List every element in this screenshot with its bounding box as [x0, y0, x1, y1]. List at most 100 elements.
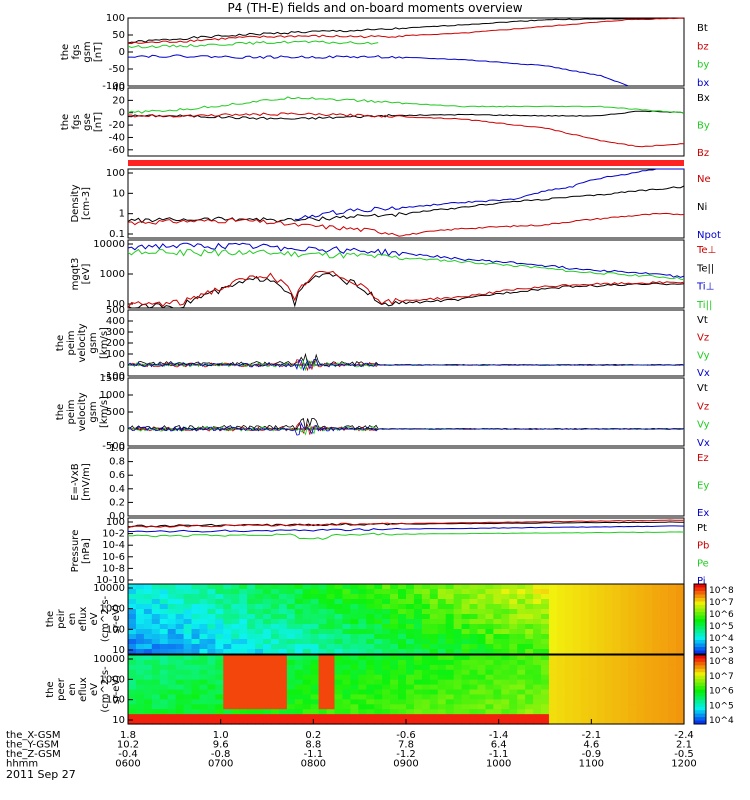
- heatmap-cell: [556, 594, 566, 600]
- heatmap-cell: [588, 699, 598, 705]
- heatmap-cell: [572, 634, 582, 640]
- heatmap-cell: [580, 655, 590, 661]
- heatmap-cell: [270, 699, 280, 705]
- heatmap-cell: [183, 614, 193, 620]
- heatmap-cell: [167, 699, 177, 705]
- heatmap-cell: [652, 664, 661, 671]
- heatmap-cell: [429, 669, 439, 676]
- heatmap-cell: [191, 639, 201, 645]
- heatmap-cell: [541, 674, 550, 681]
- heatmap-cell: [310, 599, 320, 605]
- heatmap-cell: [477, 694, 487, 700]
- heatmap-cell: [342, 694, 351, 700]
- heatmap-cell: [374, 584, 383, 590]
- heatmap-cell: [128, 694, 137, 700]
- heatmap-cell: [270, 684, 280, 691]
- heatmap-cell: [128, 634, 137, 640]
- heatmap-cell: [620, 624, 629, 630]
- y-tick-label: 0.2: [109, 497, 125, 508]
- y-axis-label: the: [45, 611, 56, 627]
- heatmap-cell: [525, 659, 534, 666]
- heatmap-cell: [286, 655, 296, 661]
- heatmap-cell: [191, 614, 201, 620]
- heatmap-cell: [366, 674, 375, 681]
- y-axis-label: Pressure: [70, 530, 81, 573]
- heatmap-cell: [580, 634, 590, 640]
- heatmap-cell: [199, 604, 209, 610]
- heatmap-cell: [310, 669, 320, 676]
- heatmap-cell: [413, 649, 423, 655]
- heatmap-cell: [469, 599, 479, 605]
- heatmap-cell: [350, 584, 359, 590]
- heatmap-cell: [382, 619, 391, 625]
- x-axis-value: 4.6: [583, 740, 599, 751]
- legend-entry: Vy: [697, 420, 710, 431]
- heatmap-cell: [175, 679, 185, 686]
- heatmap-cell: [525, 634, 534, 640]
- heatmap-cell: [342, 664, 351, 671]
- heatmap-cell: [556, 634, 566, 640]
- heatmap-cell: [541, 619, 550, 625]
- y-tick-label: 0: [119, 47, 125, 58]
- heatmap-cell: [223, 684, 232, 691]
- heatmap-cell: [318, 714, 328, 720]
- heatmap-cell: [636, 694, 645, 700]
- heatmap-cell: [469, 694, 479, 700]
- colorbar-tick: 10^8: [709, 657, 734, 667]
- heatmap-cell: [207, 664, 216, 671]
- heatmap-cell: [636, 639, 645, 645]
- heatmap-cell: [159, 655, 169, 661]
- heatmap-cell: [533, 669, 542, 676]
- heatmap-cell: [564, 584, 574, 590]
- heatmap-cell: [334, 709, 344, 715]
- heatmap-cell: [207, 679, 216, 686]
- heatmap-cell: [437, 709, 447, 715]
- heatmap-cell: [294, 649, 304, 655]
- heatmap-cell: [413, 699, 423, 705]
- heatmap-cell: [596, 639, 606, 645]
- heatmap-cell: [572, 669, 582, 676]
- heatmap-cell: [191, 719, 201, 725]
- heatmap-cell: [525, 694, 534, 700]
- heatmap-cell: [453, 679, 463, 686]
- heatmap-cell: [453, 655, 463, 661]
- heatmap-cell: [509, 629, 518, 635]
- y-tick-label: 10: [112, 715, 125, 726]
- heatmap-cell: [326, 704, 336, 710]
- heatmap-cell: [461, 609, 471, 615]
- heatmap-cell: [310, 604, 320, 610]
- heatmap-cell: [501, 629, 510, 635]
- heatmap-cell: [572, 659, 582, 666]
- y-tick-label: 0: [119, 108, 125, 119]
- heatmap-cell: [548, 589, 558, 595]
- heatmap-cell: [151, 674, 161, 681]
- heatmap-cell: [477, 689, 487, 696]
- heatmap-cell: [199, 664, 209, 671]
- heatmap-cell: [596, 619, 606, 625]
- y-axis-label: eflux: [78, 677, 89, 702]
- velocity-trace-black: [127, 352, 685, 367]
- heatmap-cell: [374, 719, 383, 725]
- heatmap-cell: [215, 589, 224, 595]
- heatmap-cell: [167, 614, 177, 620]
- heatmap-cell: [437, 674, 447, 681]
- heatmap-cell: [636, 594, 645, 600]
- heatmap-cell: [477, 624, 487, 630]
- heatmap-cell: [334, 669, 344, 676]
- heatmap-cell: [175, 664, 185, 671]
- heatmap-cell: [128, 639, 137, 645]
- x-axis-value: 0900: [393, 759, 418, 770]
- heatmap-cell: [286, 614, 296, 620]
- heatmap-cell: [278, 589, 288, 595]
- y-axis-label: peir: [56, 608, 67, 628]
- heatmap-cell: [628, 614, 637, 620]
- y-axis-label: [km/s]: [99, 327, 110, 359]
- y-tick-label: 100: [106, 517, 125, 528]
- heatmap-cell: [572, 639, 582, 645]
- heatmap-cell: [572, 699, 582, 705]
- y-tick-label: 100: [106, 624, 125, 635]
- heatmap-cell: [302, 609, 312, 615]
- heatmap-cell: [350, 669, 359, 676]
- heatmap-cell: [477, 679, 487, 686]
- heatmap-cell: [199, 609, 209, 615]
